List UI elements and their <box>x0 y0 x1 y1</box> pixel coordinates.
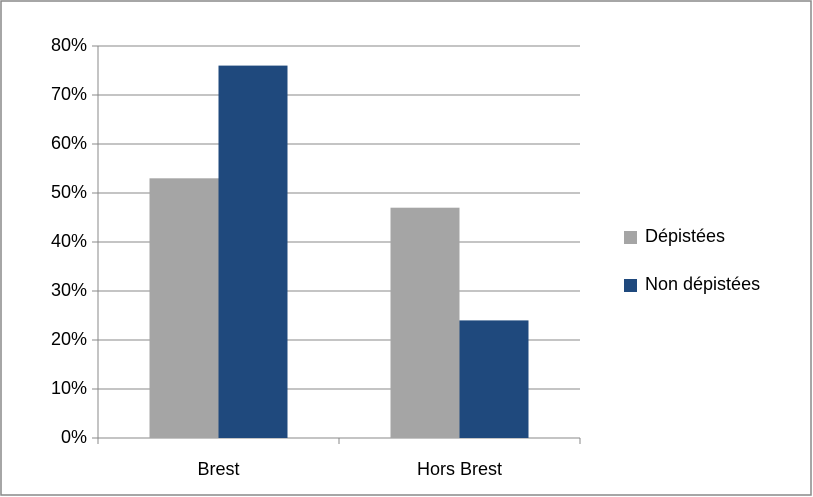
legend-swatch <box>624 231 637 244</box>
legend-swatch <box>624 279 637 292</box>
y-tick-label: 80% <box>51 35 87 55</box>
y-tick-label: 50% <box>51 182 87 202</box>
bar <box>459 320 529 438</box>
bar <box>149 178 219 439</box>
bar <box>218 65 288 438</box>
y-tick-label: 60% <box>51 133 87 153</box>
bar <box>390 207 460 438</box>
legend-label: Non dépistées <box>645 274 760 294</box>
x-tick-label: Hors Brest <box>417 459 502 479</box>
y-tick-label: 20% <box>51 329 87 349</box>
y-tick-label: 10% <box>51 378 87 398</box>
y-tick-label: 70% <box>51 84 87 104</box>
y-tick-label: 0% <box>61 427 87 447</box>
y-tick-label: 40% <box>51 231 87 251</box>
x-tick-label: Brest <box>197 459 239 479</box>
y-tick-label: 30% <box>51 280 87 300</box>
legend-label: Dépistées <box>645 226 725 246</box>
